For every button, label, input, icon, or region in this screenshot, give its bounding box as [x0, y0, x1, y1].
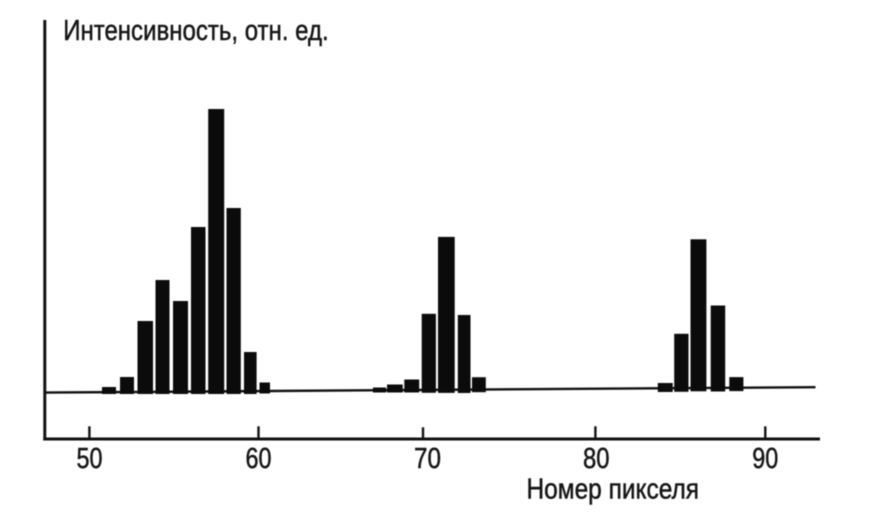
svg-text:70: 70: [414, 442, 441, 474]
svg-text:Номер пикселя: Номер пикселя: [527, 473, 700, 505]
svg-text:80: 80: [583, 442, 610, 474]
svg-text:50: 50: [77, 442, 103, 474]
svg-text:90: 90: [752, 442, 778, 474]
svg-text:60: 60: [246, 442, 272, 474]
svg-text:Интенсивность, отн. ед.: Интенсивность, отн. ед.: [63, 14, 329, 46]
